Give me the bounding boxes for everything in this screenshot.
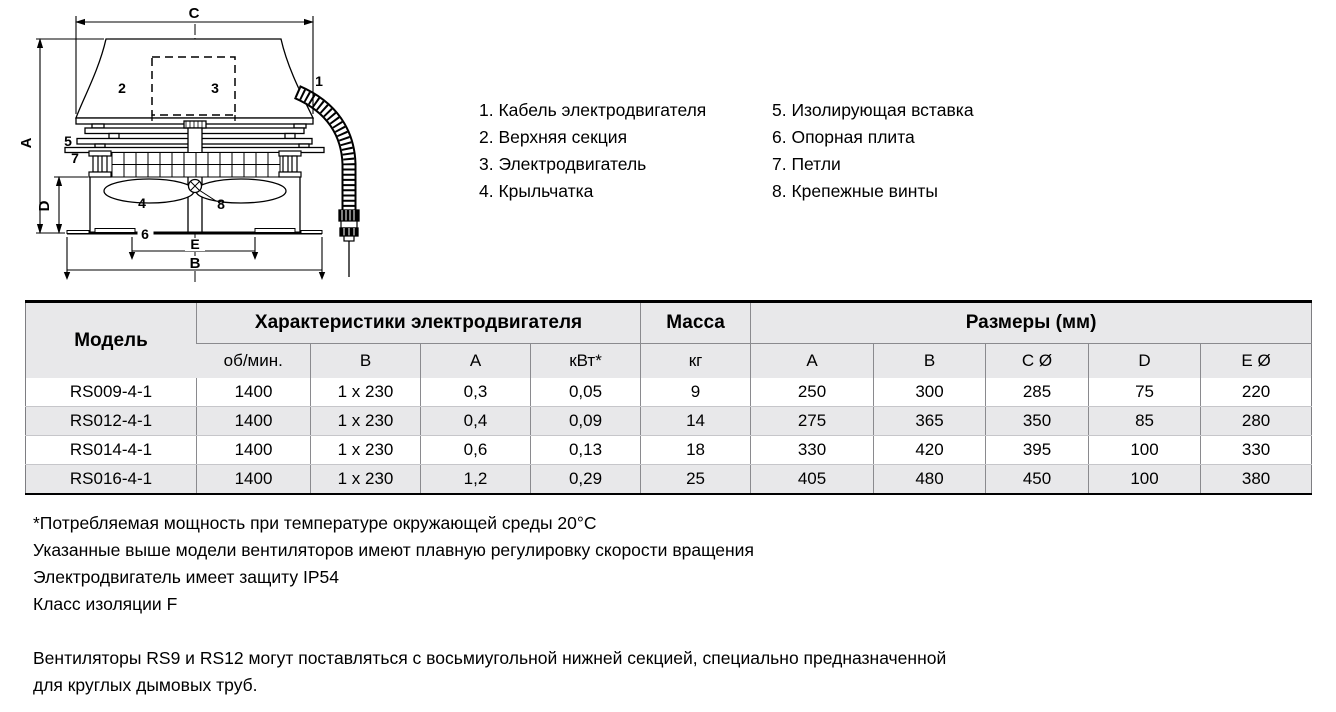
dim-label-d: D bbox=[36, 200, 53, 211]
dim-label-b: B bbox=[190, 255, 201, 272]
fan-technical-drawing: C A D E B 1 2 3 4 5 6 7 8 bbox=[18, 5, 360, 282]
technical-notes: *Потребляемая мощность при температуре о… bbox=[33, 510, 754, 618]
paragraph-line: Вентиляторы RS9 и RS12 могут поставлятьс… bbox=[33, 648, 947, 668]
subheader-dim-d: D bbox=[1088, 343, 1201, 378]
legend-item: 8. Крепежные винты bbox=[772, 181, 939, 201]
subheader-dim-e: E Ø bbox=[1200, 343, 1312, 378]
part-label-6: 6 bbox=[141, 226, 149, 242]
part-label-3: 3 bbox=[211, 80, 219, 96]
impeller-blade-right bbox=[195, 178, 287, 204]
part-label-5: 5 bbox=[64, 133, 72, 149]
model-cell: RS016-4-1 bbox=[69, 469, 153, 488]
legend-item: 6. Опорная плита bbox=[772, 127, 915, 147]
subheader-dim-b: B bbox=[873, 343, 986, 378]
table-row: RS014-4-1 1400 1 x 230 0,6 0,13 18 330 4… bbox=[25, 435, 1312, 465]
table-row: RS012-4-1 1400 1 x 230 0,4 0,09 14 275 3… bbox=[25, 406, 1312, 436]
legend-item: 1. Кабель электродвигателя bbox=[479, 100, 707, 120]
subheader-amps: А bbox=[420, 343, 531, 378]
legend-item: 2. Верхняя секция bbox=[479, 127, 628, 147]
guard-grille bbox=[111, 152, 281, 178]
specifications-table: Модель Характеристики электродвигателя М… bbox=[25, 300, 1313, 495]
impeller-blade-left bbox=[103, 178, 195, 204]
part-label-4: 4 bbox=[138, 195, 146, 211]
part-label-7: 7 bbox=[71, 150, 79, 166]
subheader-kw: кВт* bbox=[529, 343, 641, 378]
footer-paragraph: Вентиляторы RS9 и RS12 могут поставлятьс… bbox=[33, 645, 946, 699]
parts-legend-column-1: 1. Кабель электродвигателя 2. Верхняя се… bbox=[479, 97, 706, 205]
model-cell: RS009-4-1 bbox=[25, 378, 197, 407]
note-line: Электродвигатель имеет защиту IP54 bbox=[33, 567, 340, 587]
group-header-motor-specs: Характеристики электродвигателя bbox=[195, 301, 641, 344]
part8-leader bbox=[198, 189, 217, 202]
legend-item: 4. Крыльчатка bbox=[479, 181, 594, 201]
part-label-1: 1 bbox=[315, 73, 323, 89]
subheader-kg: кг bbox=[640, 343, 751, 378]
group-header-dimensions: Размеры (мм) bbox=[750, 301, 1312, 344]
hinge-right bbox=[278, 150, 302, 178]
paragraph-line: для круглых дымовых труб. bbox=[33, 675, 258, 695]
subheader-volts: В bbox=[310, 343, 421, 378]
column-header-model: Модель bbox=[74, 329, 148, 351]
table-row: RS009-4-1 1400 1 x 230 0,3 0,05 9 250 30… bbox=[25, 378, 1312, 407]
note-line: Класс изоляции F bbox=[33, 594, 178, 614]
hinge-left bbox=[88, 150, 112, 178]
table-row: RS016-4-1 1400 1 x 230 1,2 0,29 25 405 4… bbox=[25, 464, 1312, 494]
dim-label-c: C bbox=[189, 5, 200, 22]
subheader-dim-c: C Ø bbox=[985, 343, 1089, 378]
legend-item: 5. Изолирующая вставка bbox=[772, 100, 974, 120]
top-section-outline bbox=[75, 38, 315, 119]
subheader-rpm: об/мин. bbox=[223, 351, 283, 370]
note-line: Указанные выше модели вентиляторов имеют… bbox=[33, 540, 754, 560]
motor-cable-conduit bbox=[293, 85, 360, 277]
legend-item: 7. Петли bbox=[772, 154, 841, 174]
subheader-dim-a: A bbox=[750, 343, 874, 378]
part-label-2: 2 bbox=[118, 80, 126, 96]
housing-walls bbox=[89, 177, 301, 232]
model-cell: RS014-4-1 bbox=[25, 435, 197, 465]
legend-item: 3. Электродвигатель bbox=[479, 154, 647, 174]
part-label-8: 8 bbox=[217, 196, 225, 212]
motor-dashed-box bbox=[151, 56, 236, 116]
note-line: *Потребляемая мощность при температуре о… bbox=[33, 513, 597, 533]
dim-label-e: E bbox=[190, 236, 199, 252]
model-cell: RS012-4-1 bbox=[25, 406, 197, 436]
group-header-mass: Масса bbox=[640, 301, 751, 344]
parts-legend-column-2: 5. Изолирующая вставка 6. Опорная плита … bbox=[772, 97, 974, 205]
dim-label-a: A bbox=[18, 137, 35, 148]
